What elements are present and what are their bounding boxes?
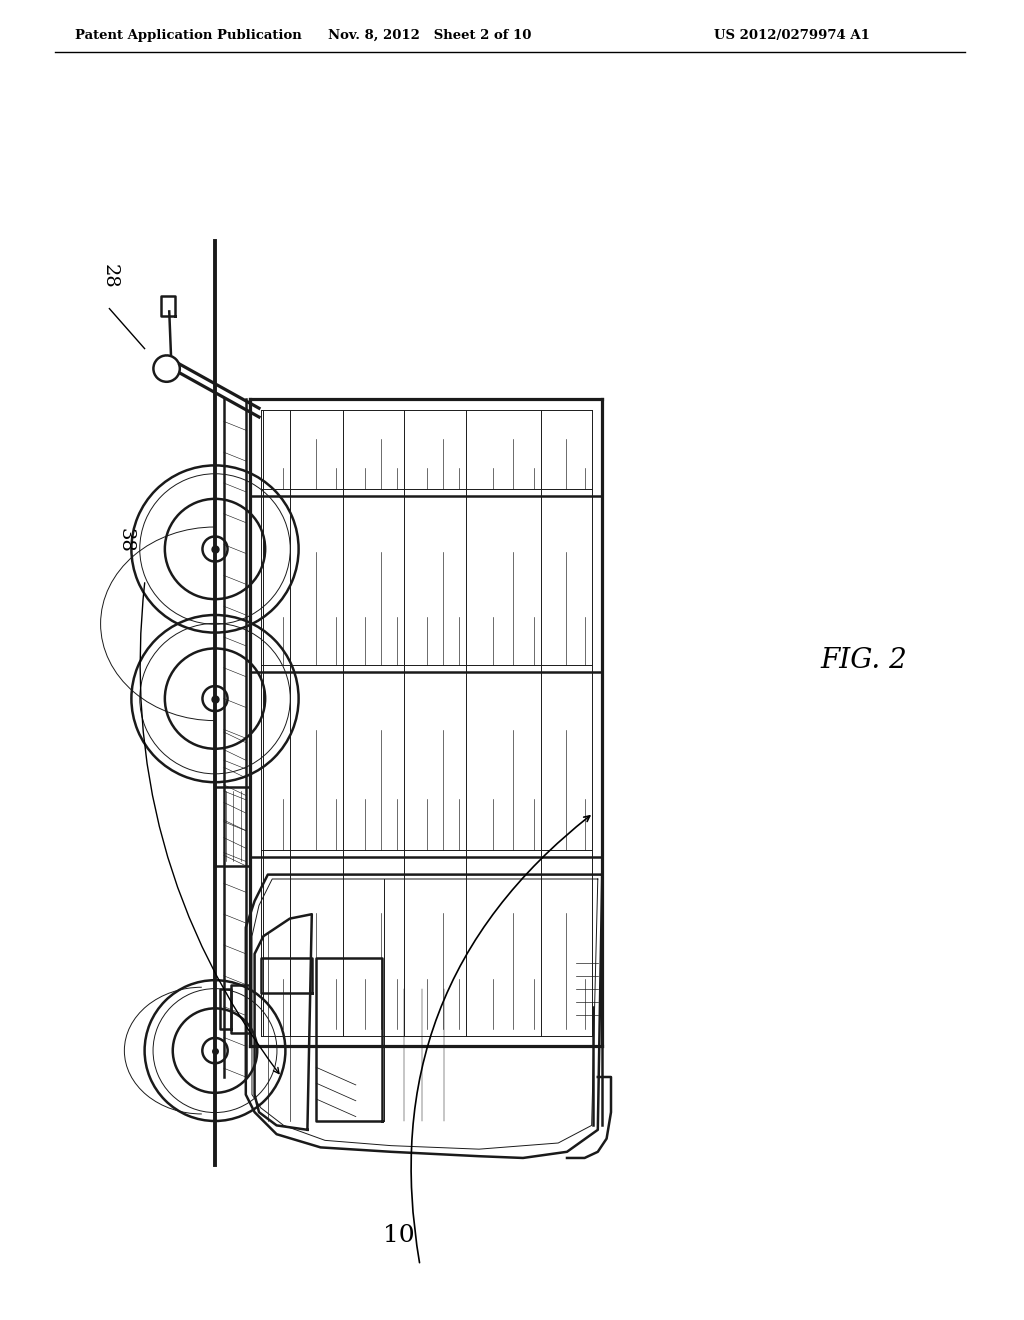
Text: 10: 10 — [383, 1224, 415, 1247]
Text: 38: 38 — [117, 528, 135, 553]
Text: US 2012/0279974 A1: US 2012/0279974 A1 — [714, 29, 870, 41]
Text: FIG. 2: FIG. 2 — [820, 647, 906, 673]
Text: Nov. 8, 2012   Sheet 2 of 10: Nov. 8, 2012 Sheet 2 of 10 — [329, 29, 531, 41]
Text: 28: 28 — [100, 264, 119, 289]
Text: Patent Application Publication: Patent Application Publication — [75, 29, 302, 41]
